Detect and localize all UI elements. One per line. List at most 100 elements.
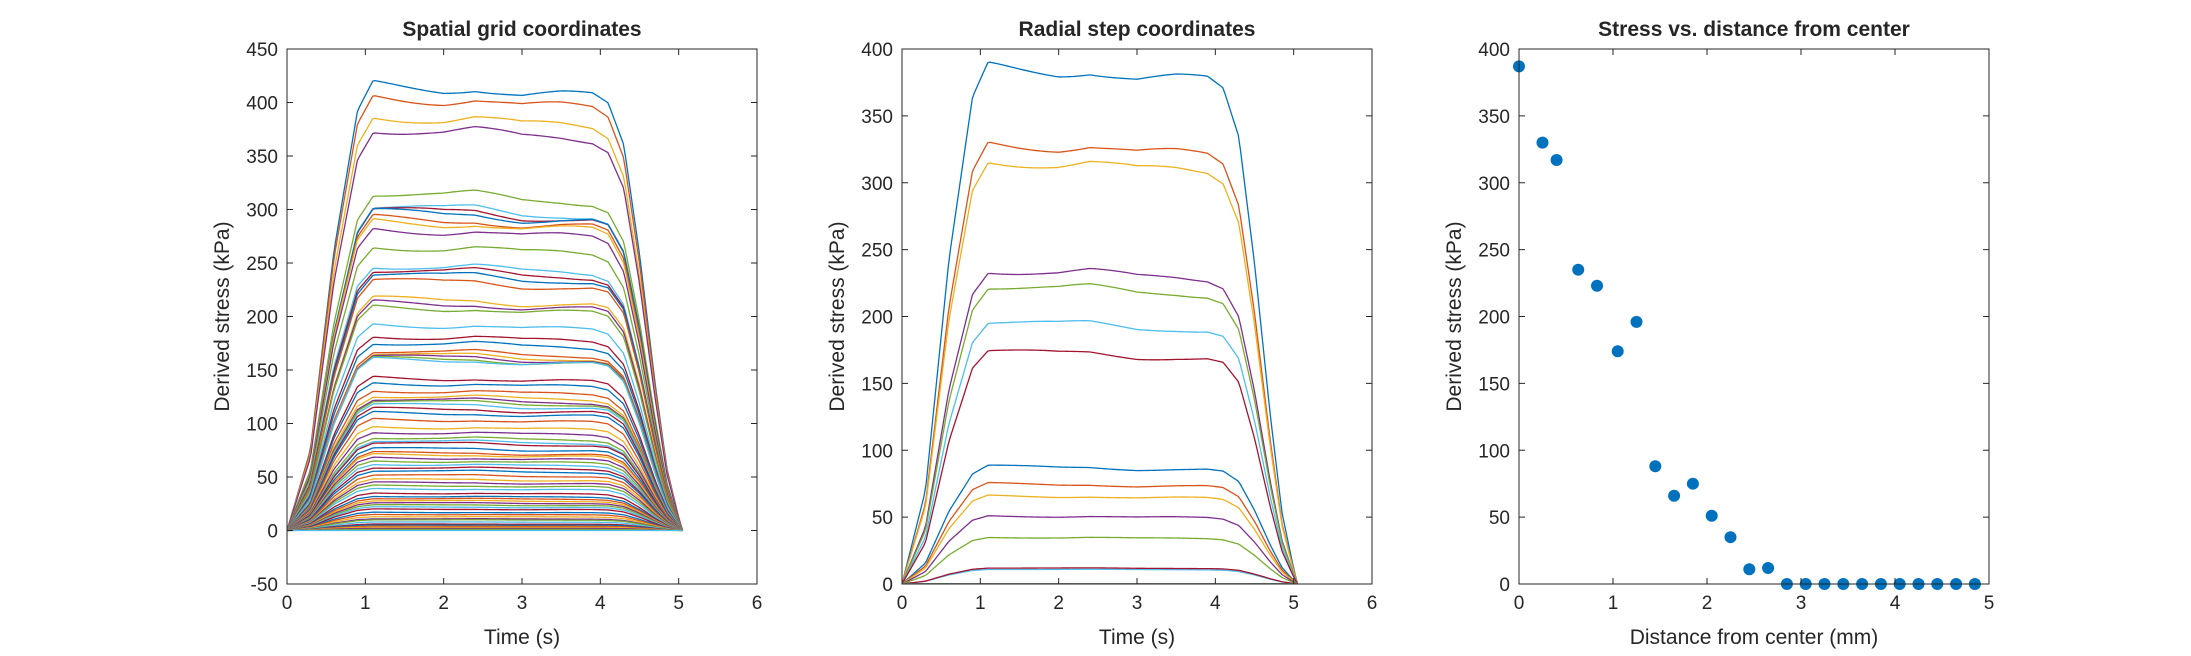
- series-line: [902, 160, 1299, 584]
- y-tick-label: 300: [246, 201, 278, 222]
- series-line: [287, 304, 684, 531]
- chart-spatial-grid: 0 1 2 3 4 5 6-50050100150200250300350400450Spa…: [211, 18, 762, 649]
- series-line: [287, 323, 684, 531]
- plot-marks: [902, 61, 1299, 584]
- y-tick-label: 300: [1478, 174, 1510, 195]
- data-point: [1536, 136, 1549, 149]
- series-line: [287, 524, 683, 532]
- series-line: [902, 481, 1298, 584]
- series-line: [287, 481, 683, 532]
- series-line: [287, 474, 683, 532]
- y-tick-label: 150: [246, 361, 278, 382]
- series-line: [287, 267, 684, 531]
- x-tick-label: 3: [517, 593, 528, 614]
- y-tick-label: -50: [251, 575, 278, 596]
- data-point: [1743, 563, 1756, 576]
- series-line: [287, 527, 683, 532]
- series-line: [287, 469, 683, 532]
- series-line: [287, 394, 684, 531]
- x-tick-label: 1: [975, 593, 986, 614]
- series-line: [287, 508, 683, 532]
- series-line: [902, 61, 1299, 584]
- series-line: [287, 278, 684, 531]
- series-line: [287, 463, 683, 532]
- series-line: [287, 452, 683, 532]
- x-tick-label: 2: [1702, 593, 1713, 614]
- x-tick-label: 0: [282, 593, 293, 614]
- y-tick-label: 200: [1478, 308, 1510, 329]
- x-axis-label: Time (s): [1099, 626, 1175, 649]
- series-line: [287, 478, 683, 532]
- y-tick-label: 50: [1489, 508, 1510, 529]
- series-line: [287, 504, 683, 532]
- series-line: [287, 263, 684, 531]
- y-tick-label: 100: [861, 441, 893, 462]
- series-line: [902, 349, 1299, 584]
- series-line: [287, 335, 684, 531]
- series-line: [287, 506, 683, 532]
- x-tick-label: 6: [752, 593, 763, 614]
- chart-title: Spatial grid coordinates: [402, 18, 641, 41]
- series-line: [287, 426, 683, 532]
- x-tick-label: 1: [360, 593, 371, 614]
- chart-title: Radial step coordinates: [1019, 18, 1256, 41]
- data-point: [1591, 279, 1604, 292]
- x-tick-label: 0: [897, 593, 908, 614]
- series-line: [287, 526, 683, 532]
- y-tick-label: 400: [1478, 40, 1510, 61]
- y-axis-label: Derived stress (kPa): [211, 221, 234, 411]
- series-line: [287, 497, 683, 532]
- series-line: [287, 501, 683, 532]
- series-line: [287, 79, 684, 531]
- y-tick-label: 0: [1499, 575, 1510, 596]
- series-line: [902, 515, 1298, 584]
- series-line: [287, 348, 684, 531]
- series-line: [287, 417, 683, 531]
- series-line: [287, 441, 683, 532]
- series-line: [287, 125, 684, 531]
- data-point: [1611, 345, 1624, 358]
- x-axis-label: Distance from center (mm): [1630, 626, 1879, 649]
- y-tick-label: 100: [246, 415, 278, 436]
- x-tick-label: 2: [438, 593, 449, 614]
- x-axis-label: Time (s): [484, 626, 560, 649]
- y-tick-label: 100: [1478, 441, 1510, 462]
- series-line: [902, 464, 1299, 584]
- x-tick-label: 5: [673, 593, 684, 614]
- series-line: [287, 340, 684, 531]
- series-line: [287, 525, 683, 532]
- y-tick-label: 200: [246, 308, 278, 329]
- series-line: [902, 283, 1299, 584]
- series-line: [287, 218, 684, 531]
- series-line: [287, 227, 684, 531]
- series-line: [287, 499, 683, 532]
- series-line: [287, 271, 684, 531]
- series-line: [287, 375, 684, 531]
- x-tick-label: 3: [1132, 593, 1143, 614]
- x-tick-label: 5: [1984, 593, 1995, 614]
- x-tick-label: 5: [1288, 593, 1299, 614]
- data-point: [1686, 477, 1699, 490]
- series-line: [287, 492, 683, 532]
- series-line: [287, 456, 683, 532]
- series-line: [287, 382, 684, 531]
- series-line: [287, 246, 684, 531]
- series-line: [287, 528, 683, 532]
- series-line: [287, 460, 683, 532]
- series-line: [287, 390, 684, 531]
- y-tick-label: 450: [246, 40, 278, 61]
- x-tick-label: 4: [1210, 593, 1221, 614]
- y-tick-label: 350: [1478, 107, 1510, 128]
- y-tick-label: 350: [861, 107, 893, 128]
- chart-radial-step: 0 1 2 3 4 5 6 0 50 100 150 200 250 300 350 400 Radial st…: [826, 18, 1377, 649]
- y-tick-label: 50: [257, 468, 278, 489]
- data-point: [1630, 315, 1643, 328]
- series-line: [287, 406, 684, 531]
- data-point: [1572, 263, 1585, 276]
- series-line: [287, 295, 684, 531]
- series-line: [287, 521, 683, 532]
- series-line: [902, 267, 1299, 584]
- x-tick-label: 4: [1890, 593, 1901, 614]
